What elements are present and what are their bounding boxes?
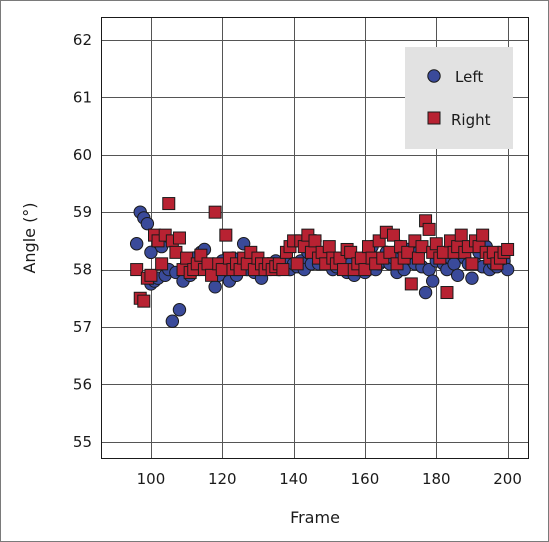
y-tick-label: 57 — [73, 318, 92, 336]
left-point — [129, 237, 144, 251]
y-tick-labels: 55 56 57 58 59 60 61 62 — [73, 31, 92, 451]
right-point — [465, 257, 479, 271]
left-point — [465, 271, 479, 285]
left-point — [418, 285, 433, 300]
right-point — [308, 234, 322, 248]
left-point — [165, 314, 180, 328]
right-point — [404, 277, 418, 291]
legend-right-label: Right — [451, 111, 491, 129]
legend-left-label: Left — [455, 68, 483, 86]
y-tick-label: 61 — [73, 88, 92, 106]
legend-box — [405, 47, 513, 149]
right-point — [276, 263, 290, 277]
right-point — [162, 197, 176, 211]
y-tick-label: 59 — [73, 203, 92, 221]
right-point — [130, 263, 144, 277]
x-tick-labels: 100 120 140 160 180 200 — [137, 470, 522, 488]
left-point — [450, 268, 465, 283]
left-point — [140, 216, 155, 231]
right-point — [386, 228, 400, 242]
left-point — [172, 303, 187, 317]
right-point — [144, 268, 158, 282]
x-tick-label: 140 — [279, 470, 308, 488]
y-tick-label: 60 — [73, 146, 92, 164]
right-point — [411, 251, 425, 265]
x-tick-label: 200 — [493, 470, 522, 488]
legend-left-marker — [427, 69, 441, 83]
x-tick-label: 180 — [422, 470, 451, 488]
right-point — [322, 240, 336, 254]
x-tick-label: 160 — [351, 470, 380, 488]
plot-border — [101, 17, 529, 459]
y-tick-label: 58 — [73, 261, 92, 279]
right-point — [137, 294, 151, 308]
y-tick-label: 62 — [73, 31, 92, 49]
right-point — [440, 286, 454, 300]
right-point — [290, 257, 304, 271]
right-point — [219, 228, 233, 242]
right-point — [172, 231, 186, 245]
y-tick-label: 55 — [73, 433, 92, 451]
right-point — [422, 222, 436, 236]
left-point — [208, 280, 222, 294]
right-point — [454, 228, 468, 242]
series-right-points — [130, 197, 515, 308]
right-point — [208, 205, 222, 219]
x-tick-label: 100 — [137, 470, 166, 488]
legend: Left Right — [405, 47, 513, 149]
y-tick-label: 56 — [73, 375, 92, 393]
right-point — [169, 245, 183, 259]
y-axis-title: Angle (°) — [20, 202, 39, 273]
right-point — [501, 242, 515, 256]
legend-right-marker — [427, 111, 441, 125]
x-tick-label: 120 — [208, 470, 237, 488]
right-point — [155, 257, 169, 271]
left-point — [144, 245, 158, 260]
x-axis-title: Frame — [290, 508, 340, 527]
left-point — [426, 274, 440, 288]
right-point — [476, 228, 490, 242]
